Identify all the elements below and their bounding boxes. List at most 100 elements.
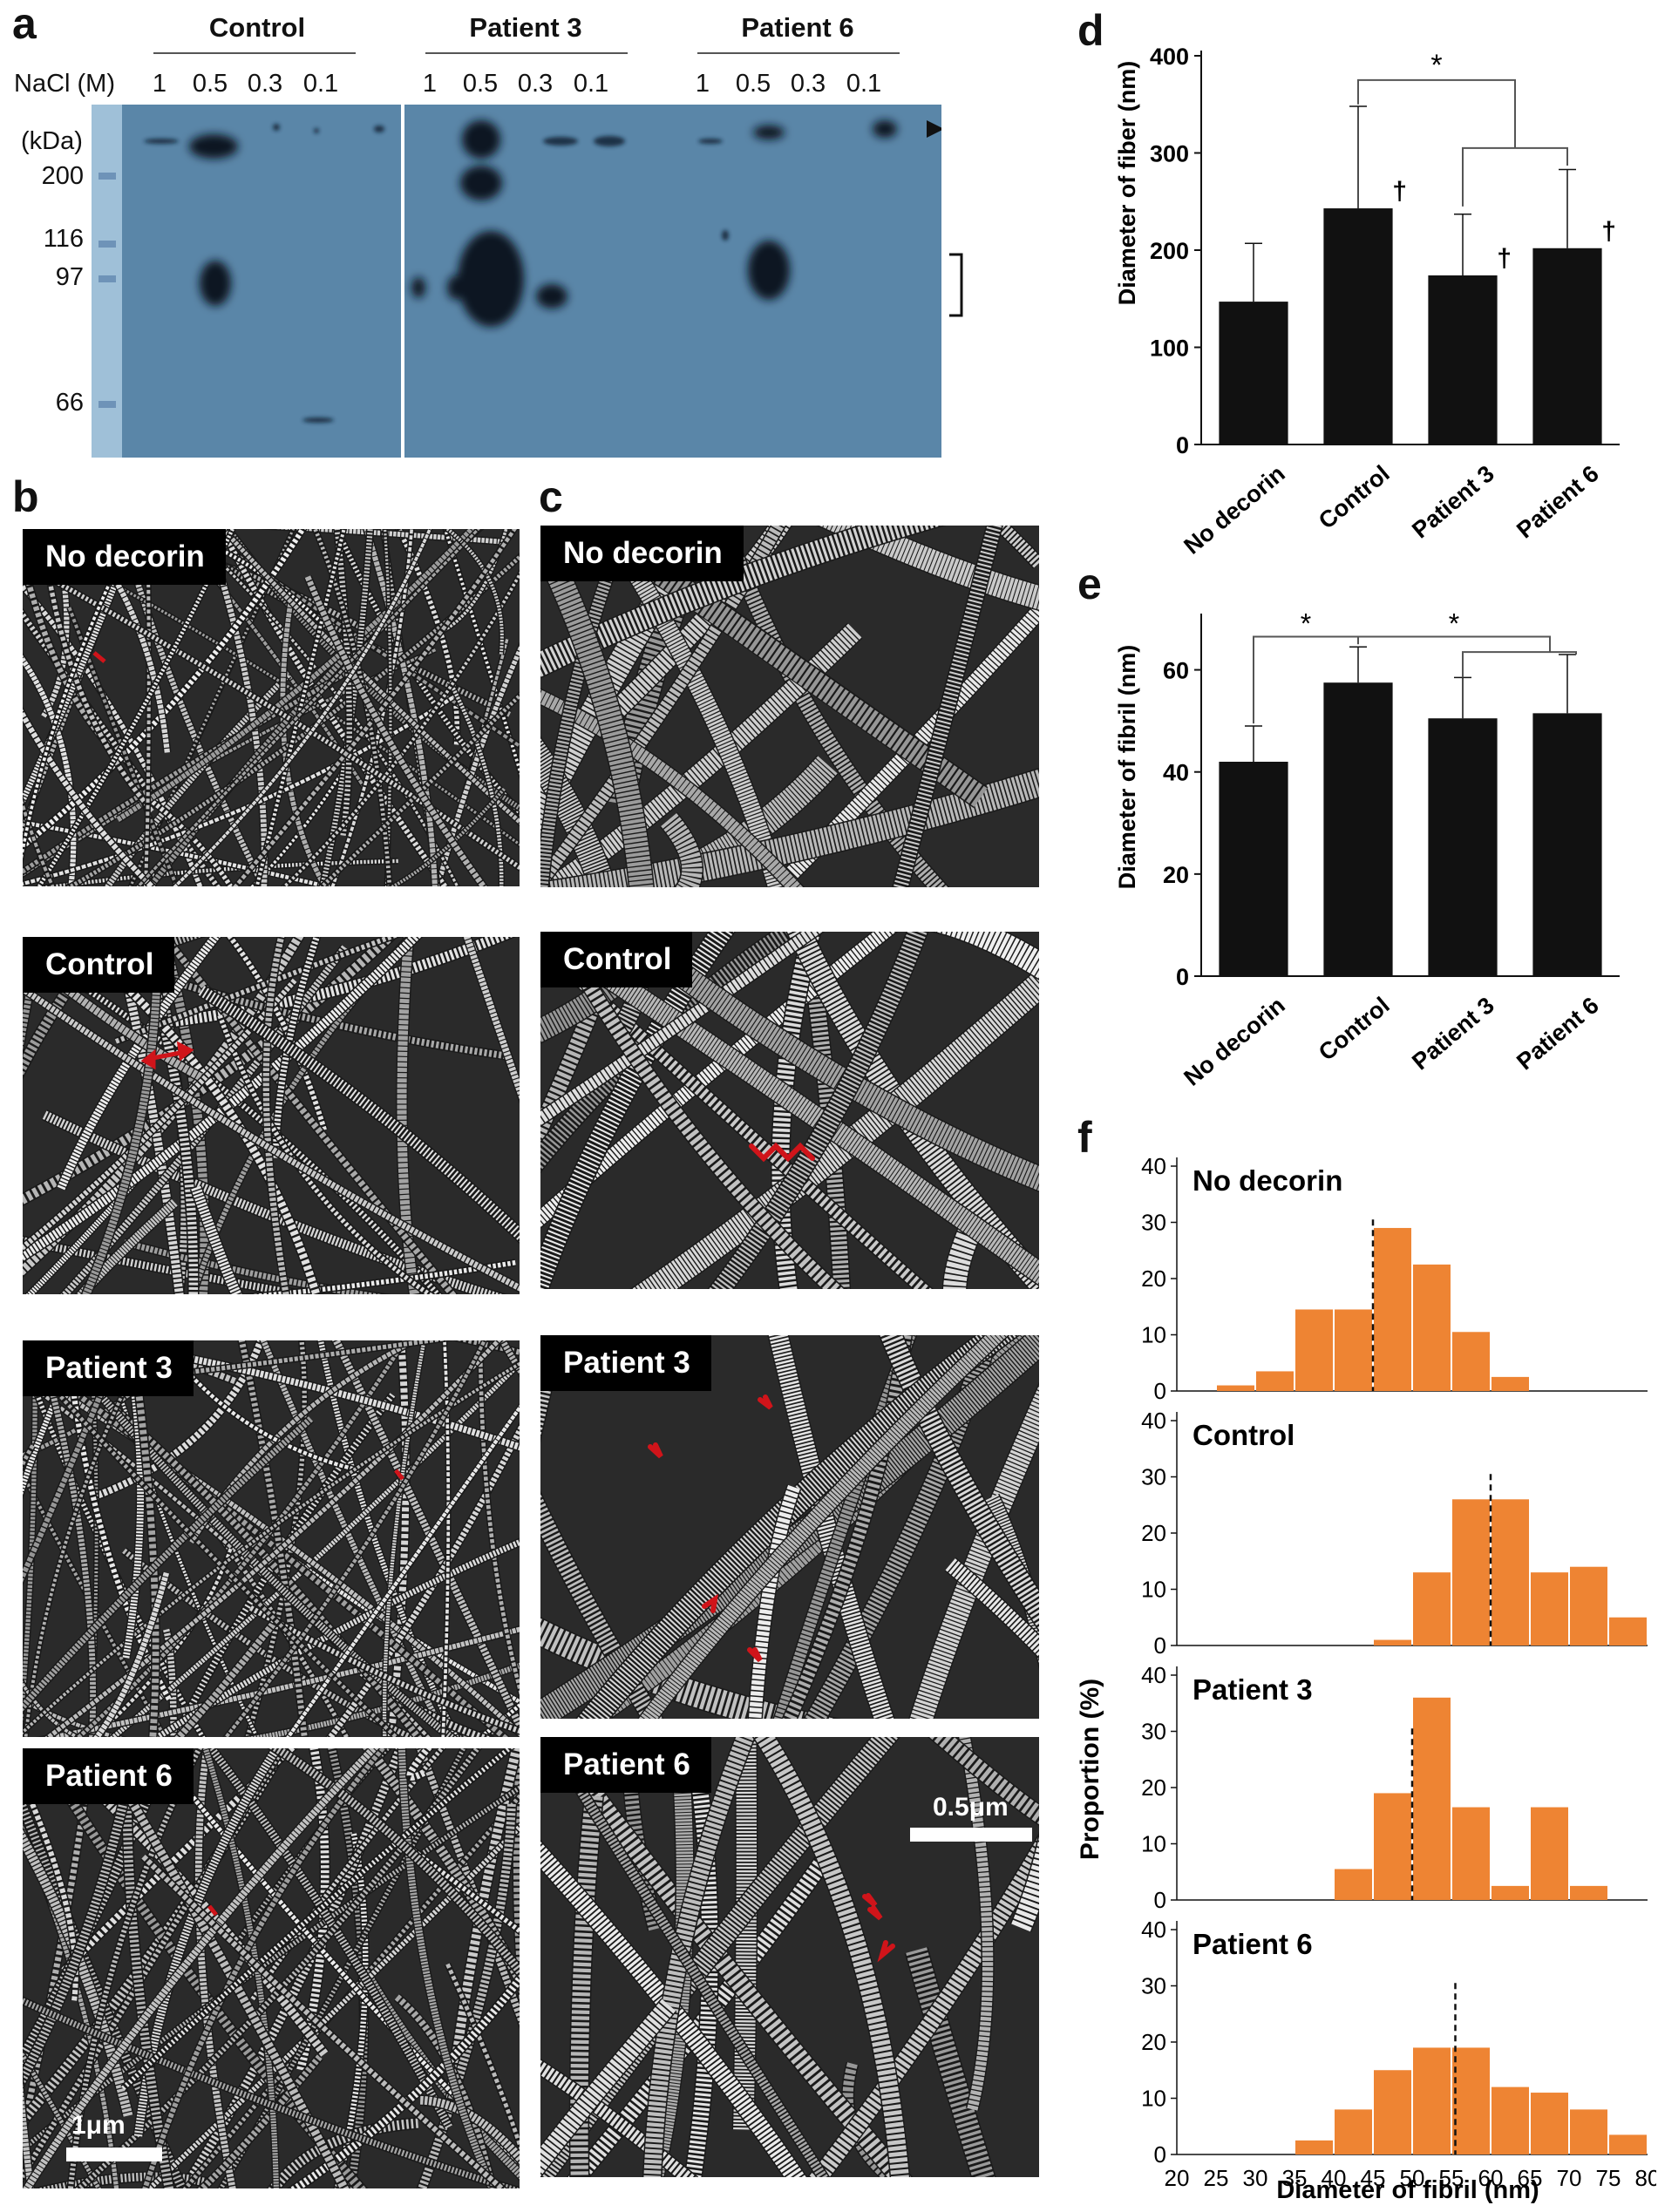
sem-b-patient-6: Patient 6 1μm xyxy=(23,1748,520,2188)
histogram-bar xyxy=(1492,1499,1529,1645)
histogram-bar xyxy=(1413,1264,1451,1391)
histogram-bar xyxy=(1570,1885,1607,1900)
bar xyxy=(1219,302,1288,444)
fiber-texture xyxy=(23,937,520,1294)
scale-bar-0-5um xyxy=(910,1828,1032,1842)
panel-f-letter: f xyxy=(1077,1113,1092,1162)
lane-label: 0.3 xyxy=(247,70,283,98)
x-tick-label: 25 xyxy=(1204,2165,1229,2191)
panel-a-letter: a xyxy=(12,0,37,48)
sem-c-no-decorin: No decorin xyxy=(540,526,1039,887)
x-tick-label: 75 xyxy=(1596,2165,1621,2191)
y-tick-label: 20 xyxy=(1141,1265,1166,1292)
sem-c-patient-6: Patient 6 0.5μm xyxy=(540,1737,1039,2177)
sig-bracket xyxy=(1462,146,1568,207)
lane-label: 1 xyxy=(152,70,167,98)
sem-label: Patient 6 xyxy=(540,1737,711,1793)
y-axis-label: Diameter of fibril (nm) xyxy=(1114,645,1140,890)
fiber-texture xyxy=(540,1335,1039,1719)
histogram-bar xyxy=(1452,1499,1490,1645)
x-tick-label: Patient 6 xyxy=(1512,460,1603,543)
x-tick-label: 45 xyxy=(1361,2165,1386,2191)
sem-b-no-decorin: No decorin xyxy=(23,529,520,886)
y-tick-label: 20 xyxy=(1163,862,1189,888)
lane-label: 0.3 xyxy=(790,70,826,98)
x-tick-label: 30 xyxy=(1243,2165,1268,2191)
y-tick-label: 40 xyxy=(1141,1662,1166,1688)
y-tick-label: 10 xyxy=(1141,2086,1166,2112)
x-tick-label: 65 xyxy=(1518,2165,1543,2191)
histogram-bar xyxy=(1413,1697,1451,1900)
band-bracket xyxy=(949,253,963,317)
y-tick-label: 30 xyxy=(1141,1973,1166,1999)
histogram-bar xyxy=(1531,1807,1568,1900)
scale-label-1um: 1μm xyxy=(71,2111,126,2140)
sig-star: * xyxy=(1301,608,1311,640)
x-tick-label: 55 xyxy=(1439,2165,1464,2191)
x-tick-label: Patient 3 xyxy=(1407,992,1498,1075)
x-tick-label: No decorin xyxy=(1179,992,1289,1091)
measure-arrows-b xyxy=(92,651,404,1917)
y-tick-label: 20 xyxy=(1141,1774,1166,1801)
x-tick-label: Control xyxy=(1314,460,1395,534)
bar xyxy=(1428,275,1498,444)
y-tick-label: 200 xyxy=(1150,238,1189,264)
lane-label: 0.1 xyxy=(302,70,339,98)
x-tick-label: 35 xyxy=(1282,2165,1308,2191)
histogram-bar xyxy=(1492,1885,1529,1900)
band-arrowhead xyxy=(927,120,941,138)
x-tick-label: 60 xyxy=(1478,2165,1504,2191)
sem-b-patient-3: Patient 3 xyxy=(23,1340,520,1737)
x-axis-label: Diameter of fibril (nm) xyxy=(1276,2176,1539,2204)
y-tick-label: 10 xyxy=(1141,1322,1166,1348)
group-underline-patient-3 xyxy=(425,52,628,54)
mw-marker-116: 116 xyxy=(43,225,84,253)
histogram-bar xyxy=(1570,2109,1607,2154)
y-tick-label: 10 xyxy=(1141,1577,1166,1603)
sem-c-patient-3: Patient 3 xyxy=(540,1335,1039,1719)
y-tick-label: 40 xyxy=(1141,1153,1166,1179)
dagger-mark: † xyxy=(1601,217,1616,246)
y-tick-label: 400 xyxy=(1150,44,1189,70)
sig-bracket xyxy=(1358,635,1551,653)
bar xyxy=(1532,248,1602,444)
measure-arrows-c xyxy=(648,1142,895,1963)
fibril-diameter-chart: Diameter of fibril (nm) 0 20 40 60 No decori… xyxy=(1114,608,1620,1091)
histogram-bar xyxy=(1531,1572,1568,1645)
histogram-bar xyxy=(1531,2093,1568,2154)
group-label-patient-3: Patient 3 xyxy=(469,12,582,43)
mw-marker-97: 97 xyxy=(55,263,84,291)
histogram-bar xyxy=(1452,1807,1490,1900)
y-tick-label: 0 xyxy=(1154,2141,1166,2168)
histogram-bar xyxy=(1335,1869,1372,1900)
histogram-bar xyxy=(1492,1376,1529,1391)
sem-b-control: Control xyxy=(23,937,520,1294)
histogram-bar xyxy=(1374,1227,1411,1391)
sig-bracket xyxy=(1357,78,1516,148)
x-tick-label: Patient 6 xyxy=(1512,992,1603,1075)
y-tick-label: 30 xyxy=(1141,1464,1166,1490)
lane-label: 0.3 xyxy=(517,70,554,98)
group-label-control: Control xyxy=(208,12,306,43)
y-tick-label: 0 xyxy=(1154,1887,1166,1913)
panel-e-letter: e xyxy=(1077,560,1102,608)
group-underline-patient-6 xyxy=(697,52,900,54)
x-tick-label: 20 xyxy=(1165,2165,1190,2191)
y-axis-label: Proportion (%) xyxy=(1076,1679,1104,1860)
lane-label: 0.1 xyxy=(846,70,882,98)
y-tick-label: 0 xyxy=(1154,1632,1166,1659)
y-tick-label: 20 xyxy=(1141,2029,1166,2055)
histogram-bar xyxy=(1374,1793,1411,1900)
bar xyxy=(1323,682,1393,976)
fiber-texture xyxy=(540,932,1039,1289)
sig-bracket xyxy=(1462,651,1577,678)
y-tick-label: 100 xyxy=(1150,336,1189,362)
histogram-bar xyxy=(1413,1572,1451,1645)
lane-label: 1 xyxy=(422,70,438,98)
sem-label: Control xyxy=(540,932,693,987)
lane-label: 0.5 xyxy=(462,70,499,98)
y-tick-label: 60 xyxy=(1163,658,1189,684)
histogram-bar xyxy=(1374,1639,1411,1645)
histogram-bar xyxy=(1570,1566,1607,1645)
western-blot xyxy=(92,105,941,458)
